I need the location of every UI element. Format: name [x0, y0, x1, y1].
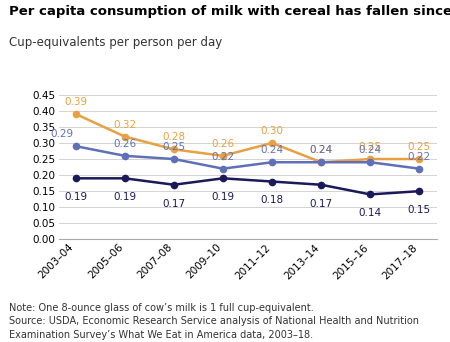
Legend: Children, Teenagers, Adults: Children, Teenagers, Adults [124, 339, 371, 342]
Children [368, 157, 373, 161]
Text: 0.26: 0.26 [212, 139, 234, 149]
Teenagers [417, 167, 422, 171]
Children [220, 154, 225, 158]
Adults [319, 183, 324, 187]
Adults [122, 176, 127, 180]
Text: 0.26: 0.26 [113, 139, 136, 149]
Children [319, 160, 324, 164]
Text: 0.19: 0.19 [64, 192, 87, 202]
Line: Teenagers: Teenagers [72, 143, 423, 172]
Adults [368, 192, 373, 196]
Text: 0.30: 0.30 [261, 126, 284, 136]
Children [270, 141, 275, 145]
Teenagers [368, 160, 373, 164]
Teenagers [171, 157, 176, 161]
Text: 0.25: 0.25 [162, 142, 185, 152]
Text: 0.22: 0.22 [408, 152, 431, 162]
Adults [417, 189, 422, 193]
Children [417, 157, 422, 161]
Text: 0.25: 0.25 [408, 142, 431, 152]
Text: 0.14: 0.14 [359, 208, 382, 218]
Adults [270, 180, 275, 184]
Text: 0.28: 0.28 [162, 132, 185, 142]
Text: 0.39: 0.39 [64, 97, 87, 107]
Children [171, 147, 176, 152]
Text: 0.25: 0.25 [359, 142, 382, 152]
Teenagers [270, 160, 275, 164]
Text: 0.24: 0.24 [261, 145, 284, 155]
Text: 0.29: 0.29 [50, 129, 73, 139]
Text: 0.17: 0.17 [162, 199, 185, 209]
Text: 0.18: 0.18 [261, 195, 284, 206]
Text: 0.32: 0.32 [113, 120, 136, 130]
Teenagers [73, 144, 78, 148]
Text: 0.24: 0.24 [310, 145, 333, 155]
Teenagers [122, 154, 127, 158]
Text: Per capita consumption of milk with cereal has fallen since the 2000s: Per capita consumption of milk with cere… [9, 5, 450, 18]
Text: Note: One 8-ounce glass of cow’s milk is 1 full cup-equivalent.: Note: One 8-ounce glass of cow’s milk is… [9, 303, 314, 313]
Text: Source: USDA, Economic Research Service analysis of National Health and Nutritio: Source: USDA, Economic Research Service … [9, 316, 419, 326]
Teenagers [220, 167, 225, 171]
Text: 0.19: 0.19 [212, 192, 234, 202]
Text: Cup-equivalents per person per day: Cup-equivalents per person per day [9, 36, 222, 49]
Text: Examination Survey’s What We Eat in America data, 2003–18.: Examination Survey’s What We Eat in Amer… [9, 330, 313, 340]
Text: 0.15: 0.15 [408, 205, 431, 215]
Text: 0.24: 0.24 [310, 145, 333, 155]
Line: Children: Children [72, 111, 423, 166]
Adults [220, 176, 225, 180]
Text: 0.24: 0.24 [359, 145, 382, 155]
Teenagers [319, 160, 324, 164]
Line: Adults: Adults [72, 175, 423, 198]
Text: 0.19: 0.19 [113, 192, 136, 202]
Adults [73, 176, 78, 180]
Children [73, 112, 78, 116]
Children [122, 134, 127, 139]
Adults [171, 183, 176, 187]
Text: 0.22: 0.22 [212, 152, 234, 162]
Text: 0.17: 0.17 [310, 199, 333, 209]
